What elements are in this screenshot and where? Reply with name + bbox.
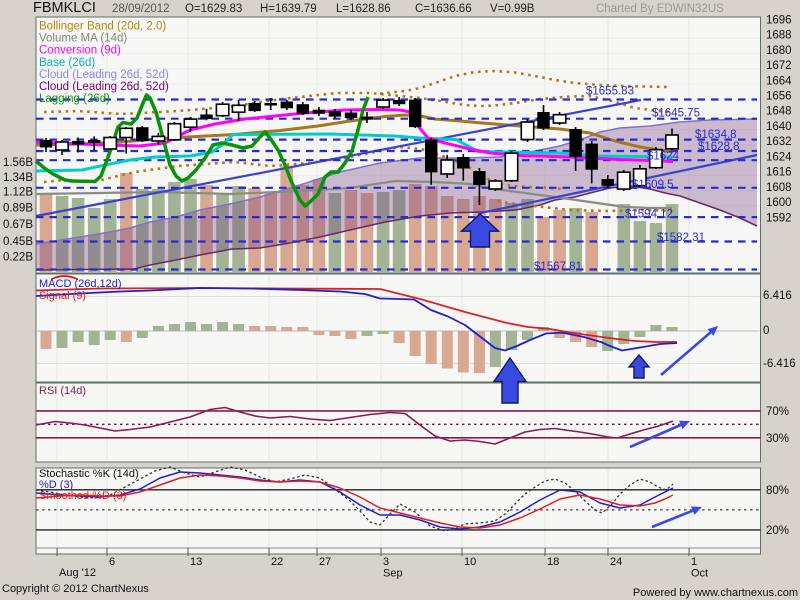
svg-text:O=1629.83: O=1629.83 xyxy=(185,3,242,15)
svg-text:%D (3): %D (3) xyxy=(39,479,73,491)
svg-text:24: 24 xyxy=(610,556,622,568)
svg-text:Powered by www.chartnexus.com: Powered by www.chartnexus.com xyxy=(633,587,798,599)
svg-text:0.22B: 0.22B xyxy=(3,252,33,264)
svg-text:1.34B: 1.34B xyxy=(3,172,33,184)
svg-text:1632: 1632 xyxy=(766,136,792,148)
svg-text:1.56B: 1.56B xyxy=(3,157,33,169)
svg-text:$1634.8: $1634.8 xyxy=(695,129,737,141)
svg-text:Copyright © 2012 ChartNexus: Copyright © 2012 ChartNexus xyxy=(2,583,149,595)
svg-text:28/09/2012: 28/09/2012 xyxy=(112,3,170,15)
svg-text:1624: 1624 xyxy=(766,152,792,164)
svg-text:Base (26d): Base (26d) xyxy=(39,57,95,69)
svg-text:1.12B: 1.12B xyxy=(3,187,33,199)
svg-text:Conversion (9d): Conversion (9d) xyxy=(39,45,121,57)
svg-text:Stochastic %K (14d): Stochastic %K (14d) xyxy=(39,468,139,480)
svg-text:L=1628.86: L=1628.86 xyxy=(336,3,391,15)
svg-text:1592: 1592 xyxy=(766,212,792,224)
svg-text:$1628.8: $1628.8 xyxy=(698,141,740,153)
svg-text:RSI (14d): RSI (14d) xyxy=(39,385,86,397)
svg-text:Smoothed %D (3): Smoothed %D (3) xyxy=(39,490,126,502)
svg-text:$1624: $1624 xyxy=(647,151,680,163)
svg-text:0.67B: 0.67B xyxy=(3,219,33,231)
svg-text:22: 22 xyxy=(271,556,283,568)
svg-text:$1567.81: $1567.81 xyxy=(534,261,582,273)
svg-text:0: 0 xyxy=(763,325,769,337)
svg-text:6.416: 6.416 xyxy=(763,290,792,302)
svg-text:$1594.12: $1594.12 xyxy=(625,209,673,221)
svg-text:Oct: Oct xyxy=(691,568,708,580)
svg-text:1600: 1600 xyxy=(766,197,792,209)
svg-text:Aug '12: Aug '12 xyxy=(59,567,96,579)
svg-text:1688: 1688 xyxy=(766,30,792,42)
svg-text:1648: 1648 xyxy=(766,106,792,118)
svg-text:$1655.83: $1655.83 xyxy=(586,86,634,98)
svg-text:3: 3 xyxy=(383,556,389,568)
svg-text:MACD (26d,12d): MACD (26d,12d) xyxy=(39,278,122,290)
svg-text:1: 1 xyxy=(691,556,697,568)
svg-text:-6.416: -6.416 xyxy=(763,358,796,370)
svg-text:0.45B: 0.45B xyxy=(3,236,33,248)
svg-text:1656: 1656 xyxy=(766,91,792,103)
svg-text:Volume MA (14d): Volume MA (14d) xyxy=(39,33,127,45)
svg-text:1680: 1680 xyxy=(766,45,792,57)
svg-text:0.89B: 0.89B xyxy=(3,203,33,215)
svg-text:Signal (9): Signal (9) xyxy=(39,290,86,302)
svg-text:80%: 80% xyxy=(766,485,789,497)
svg-text:10: 10 xyxy=(464,556,476,568)
svg-text:30%: 30% xyxy=(766,433,789,445)
svg-text:V=0.99B: V=0.99B xyxy=(490,3,535,15)
svg-text:27: 27 xyxy=(319,556,331,568)
svg-text:Sep: Sep xyxy=(383,568,403,580)
svg-text:Cloud (Leading 26d, 52d): Cloud (Leading 26d, 52d) xyxy=(39,81,169,93)
svg-text:1696: 1696 xyxy=(766,14,792,26)
svg-text:H=1639.79: H=1639.79 xyxy=(260,3,317,15)
svg-text:13: 13 xyxy=(190,556,202,568)
svg-text:70%: 70% xyxy=(766,406,789,418)
svg-text:FBMKLCI: FBMKLCI xyxy=(33,0,96,16)
svg-text:1672: 1672 xyxy=(766,60,792,72)
svg-text:1608: 1608 xyxy=(766,182,792,194)
svg-text:Lagging (26d): Lagging (26d) xyxy=(39,93,110,105)
svg-text:6: 6 xyxy=(109,556,115,568)
svg-text:$1582.31: $1582.31 xyxy=(657,232,705,244)
svg-text:Cloud (Leading 26d, 52d): Cloud (Leading 26d, 52d) xyxy=(39,69,169,81)
svg-text:C=1636.66: C=1636.66 xyxy=(415,3,472,15)
svg-text:Bollinger Band (20d, 2.0): Bollinger Band (20d, 2.0) xyxy=(39,21,166,33)
svg-text:18: 18 xyxy=(547,556,559,568)
svg-text:1640: 1640 xyxy=(766,121,792,133)
svg-text:1616: 1616 xyxy=(766,167,792,179)
svg-text:$1609.5: $1609.5 xyxy=(632,179,674,191)
svg-text:Charted By EDWIN32US: Charted By EDWIN32US xyxy=(596,3,724,15)
svg-text:1664: 1664 xyxy=(766,75,792,87)
svg-text:$1645.75: $1645.75 xyxy=(652,108,700,120)
svg-text:20%: 20% xyxy=(766,525,789,537)
